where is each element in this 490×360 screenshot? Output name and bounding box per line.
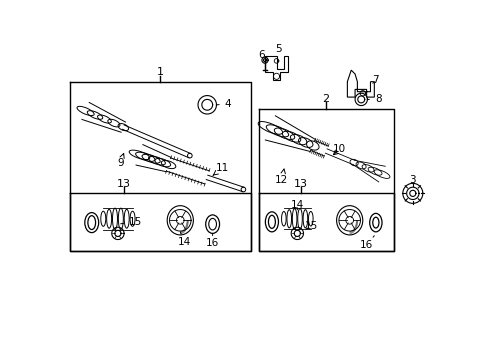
- Text: 16: 16: [360, 236, 374, 250]
- Text: 10: 10: [333, 144, 346, 155]
- Text: 2: 2: [322, 94, 329, 104]
- Text: 14: 14: [291, 200, 304, 210]
- Text: 11: 11: [213, 163, 229, 175]
- Text: 16: 16: [206, 233, 219, 248]
- Text: 12: 12: [275, 169, 289, 185]
- Text: 5: 5: [275, 44, 281, 54]
- Text: 9: 9: [117, 154, 124, 167]
- Text: 6: 6: [258, 50, 265, 60]
- Text: 15: 15: [121, 217, 142, 227]
- Text: 7: 7: [372, 75, 379, 85]
- Text: 15: 15: [305, 221, 318, 231]
- Text: 3: 3: [410, 175, 416, 185]
- Text: 13: 13: [294, 179, 308, 189]
- Text: 13: 13: [117, 179, 131, 189]
- Text: 1: 1: [157, 67, 164, 77]
- Text: 8: 8: [368, 94, 382, 104]
- Text: 4: 4: [217, 99, 231, 109]
- Text: 14: 14: [177, 232, 191, 247]
